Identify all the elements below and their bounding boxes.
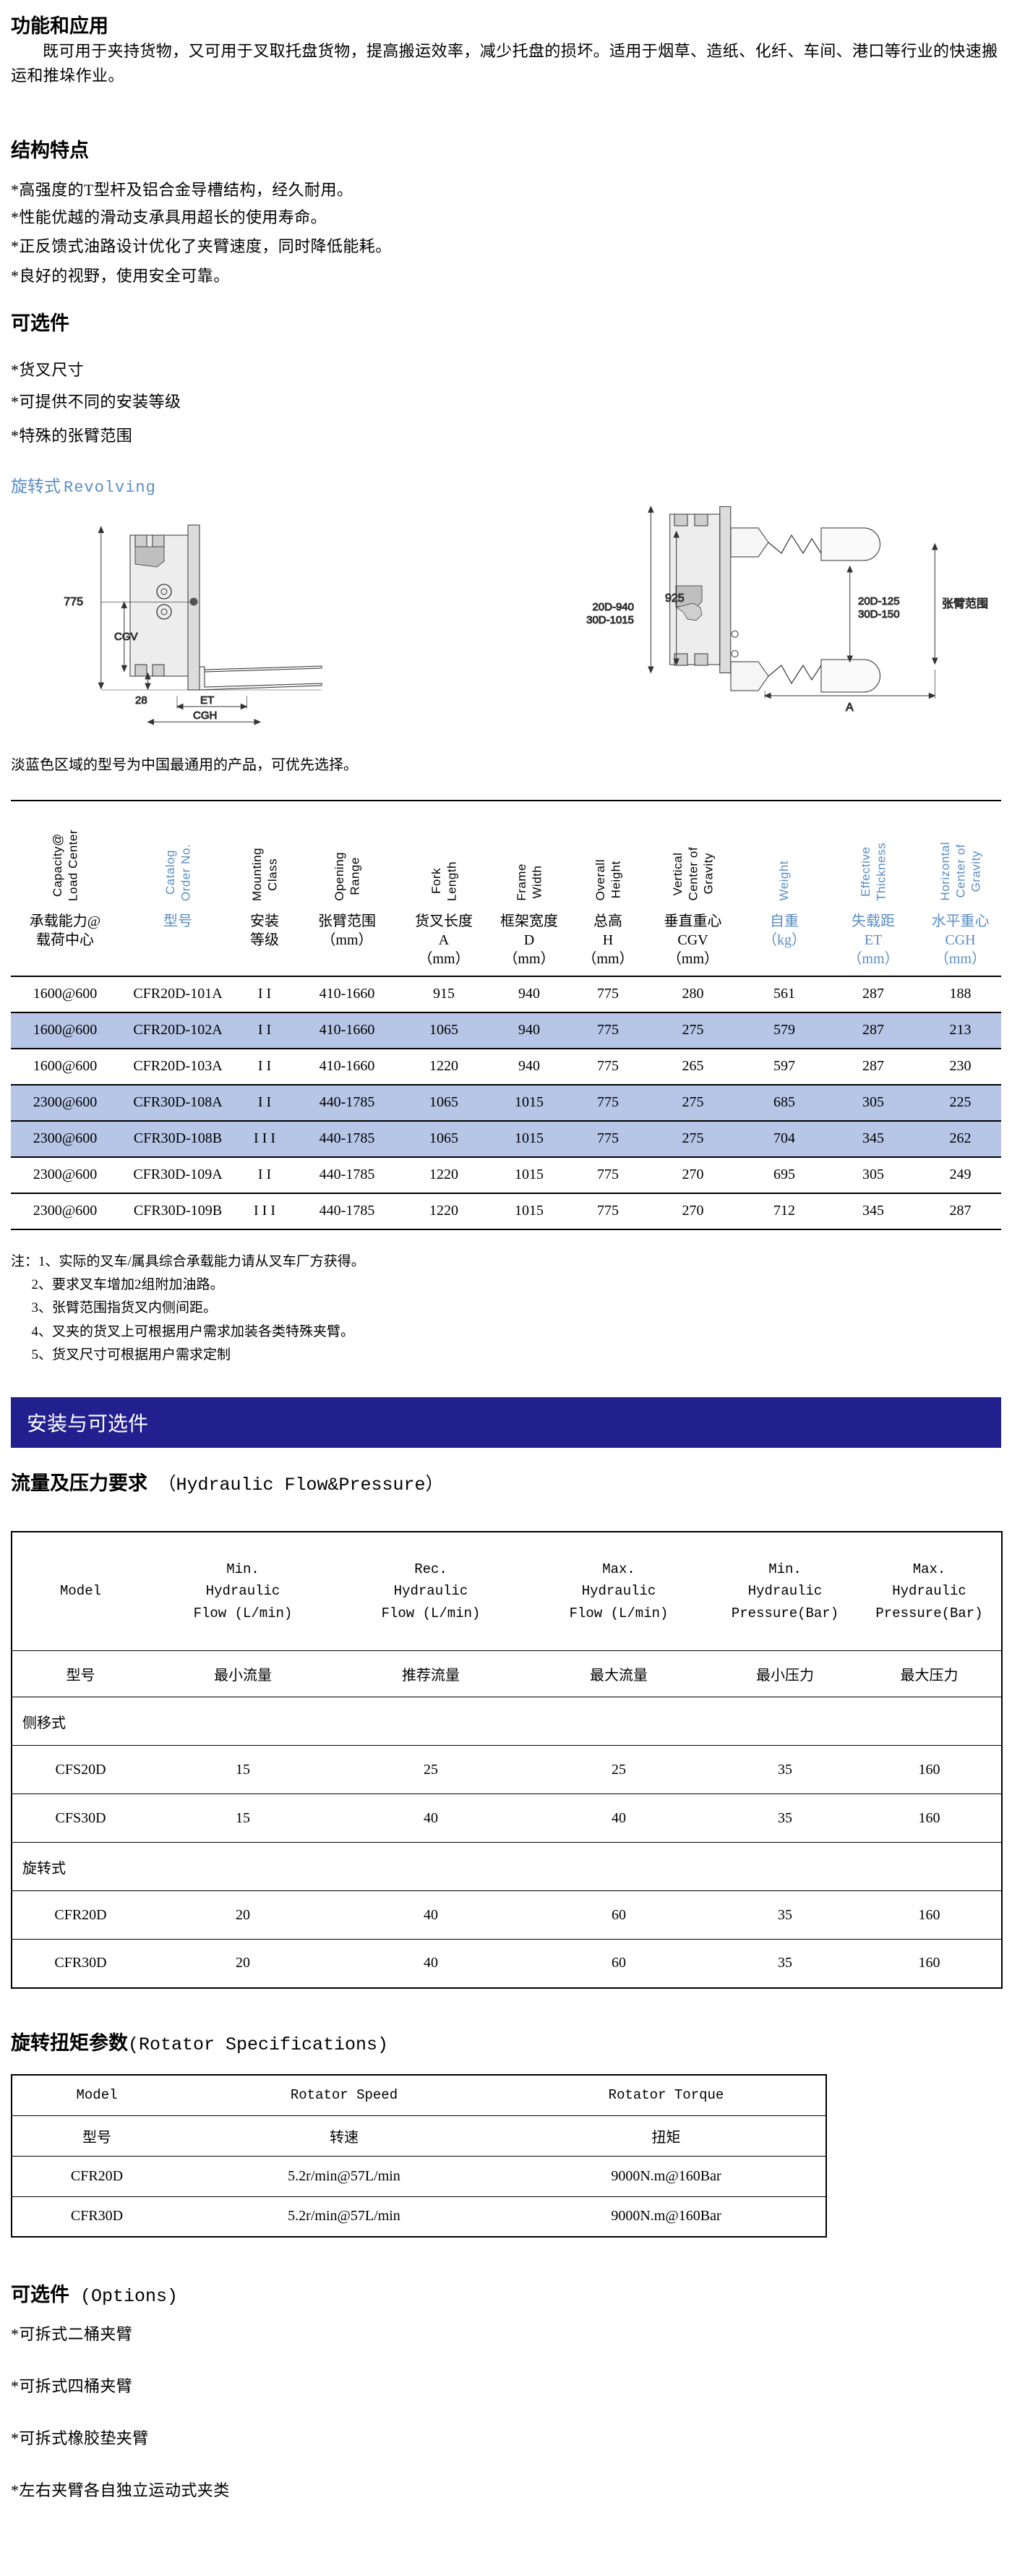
svg-text:30D-150: 30D-150 [858,608,900,620]
svg-text:张臂范围: 张臂范围 [942,597,988,610]
svg-text:20D-940: 20D-940 [592,601,634,613]
svg-text:ET: ET [200,694,214,707]
svg-text:775: 775 [64,596,83,608]
svg-text:30D-1015: 30D-1015 [586,614,634,626]
svg-text:925: 925 [665,592,685,605]
svg-text:CGH: CGH [193,709,217,722]
svg-text:A: A [846,701,854,714]
svg-text:20D-125: 20D-125 [858,595,900,607]
svg-text:CGV: CGV [114,631,138,643]
svg-text:28: 28 [135,694,147,707]
